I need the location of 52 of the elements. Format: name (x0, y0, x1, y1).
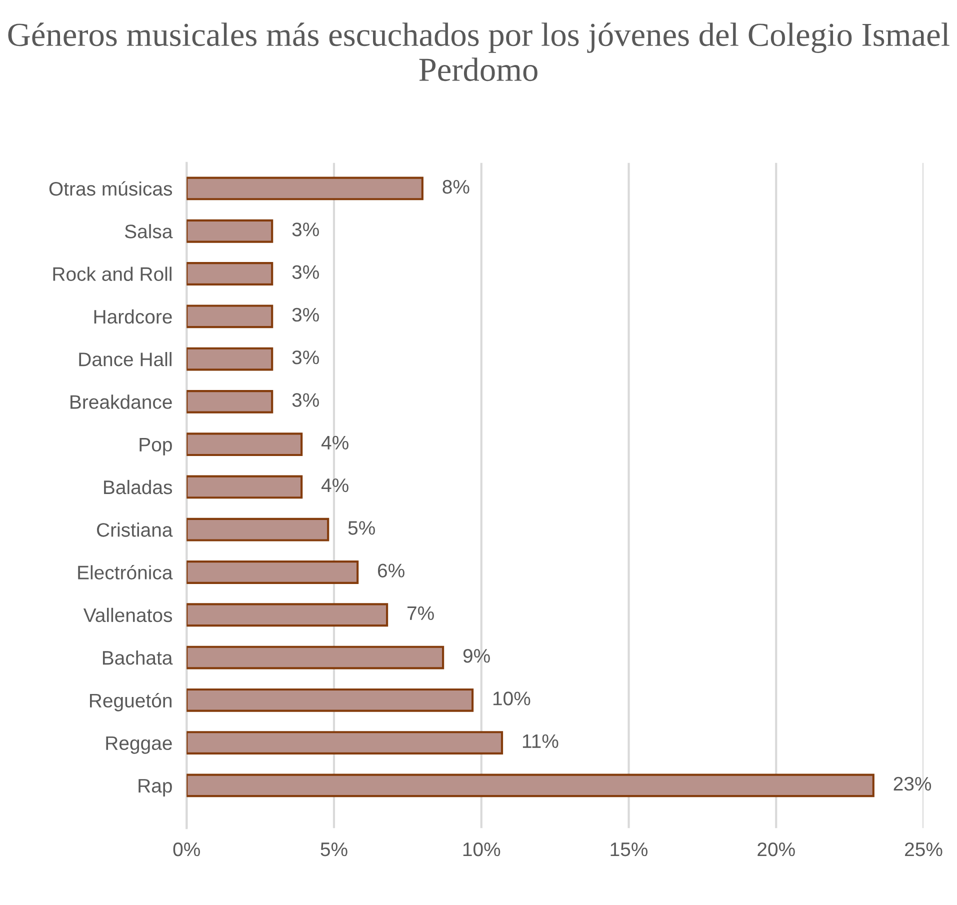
x-tick-label: 15% (610, 842, 648, 856)
bar (186, 731, 504, 754)
bar (186, 262, 274, 286)
data-label: 11% (522, 734, 558, 748)
bar (186, 774, 874, 798)
data-label: 3% (292, 222, 319, 236)
bar (186, 432, 303, 456)
y-tick-label: Breakdance (70, 394, 172, 409)
y-tick-label: Dance Hall (79, 352, 172, 366)
bar (186, 646, 444, 670)
data-label: 3% (292, 308, 319, 322)
y-tick-label: Electrónica (78, 564, 173, 580)
data-label: 7% (407, 606, 434, 620)
data-label: 4% (321, 478, 348, 492)
y-tick-label: Baladas (104, 480, 172, 494)
bar (186, 688, 474, 712)
y-tick-label: Salsa (124, 224, 173, 238)
chart-title: Géneros musicales más escuchados por los jóvenes del Colegio Ismael Perdomo (8, 22, 950, 82)
y-tick-label: Reguetón (90, 692, 172, 712)
bar (186, 603, 388, 627)
data-label: 3% (292, 265, 319, 279)
y-tick-label: Reggae (106, 736, 172, 754)
y-tick-label: Cristiana (96, 522, 173, 537)
data-label: 9% (463, 648, 490, 663)
bar (186, 219, 274, 243)
data-label: 6% (378, 564, 404, 578)
x-tick-label: 0% (173, 842, 200, 856)
bar (186, 475, 303, 499)
data-label: 5% (348, 521, 375, 535)
data-label: 3% (292, 393, 319, 407)
data-label: 4% (321, 436, 348, 450)
bar (186, 390, 274, 414)
x-tick-label: 25% (905, 842, 942, 856)
x-tick-label: 5% (320, 842, 348, 856)
x-tick-label: 20% (758, 842, 795, 856)
data-label: 23% (894, 776, 932, 791)
y-tick-label: Pop (140, 438, 172, 456)
bar (186, 176, 424, 200)
data-label: 3% (292, 350, 319, 364)
bar (186, 518, 330, 542)
bar (186, 347, 274, 371)
data-label: 8% (442, 180, 470, 194)
data-label: 10% (493, 692, 530, 706)
bar (186, 304, 274, 328)
y-tick-label: Rap (138, 779, 172, 797)
y-tick-label: Vallenatos (83, 608, 172, 622)
y-tick-label: Hardcore (94, 309, 172, 324)
y-tick-label: Otras músicas (49, 181, 172, 196)
bar (186, 560, 359, 584)
y-tick-label: Rock and Roll (53, 266, 172, 281)
x-tick-label: 10% (463, 842, 500, 856)
y-tick-label: Bachata (102, 650, 173, 665)
